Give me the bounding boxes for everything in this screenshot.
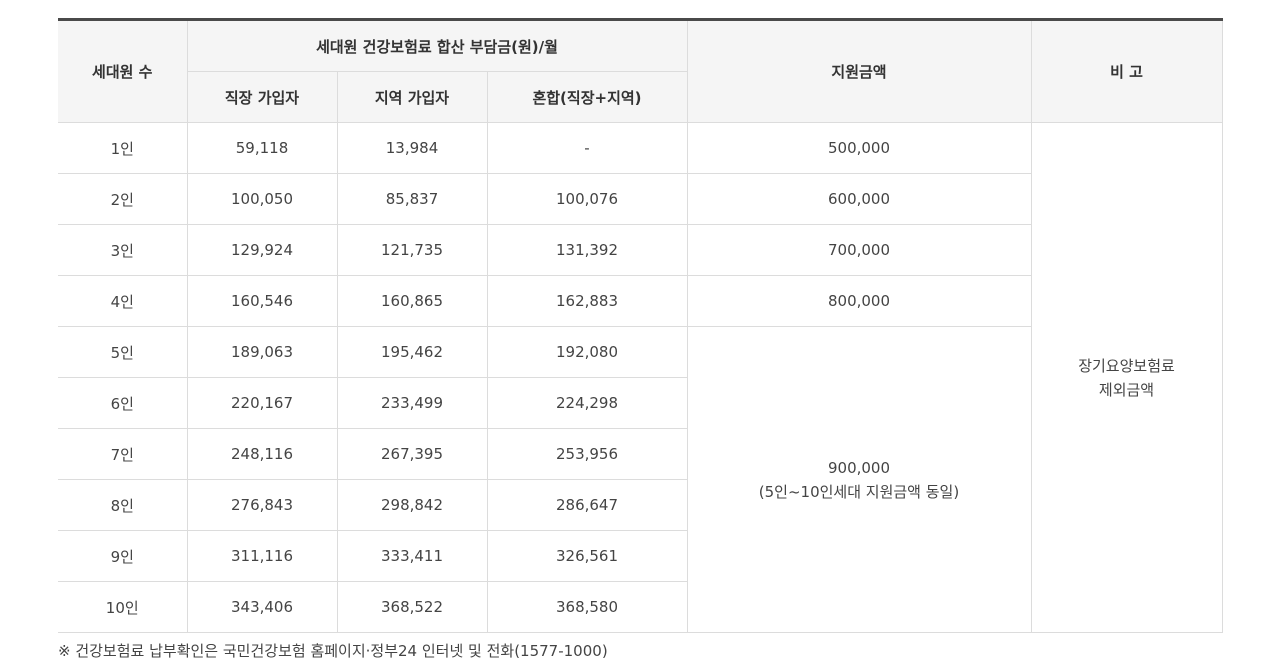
support-cell: 600,000 [686, 173, 1032, 225]
mixed-cell: 131,392 [486, 224, 688, 276]
regional-cell: 333,411 [336, 530, 488, 582]
household-cell: 1인 [58, 122, 188, 174]
household-cell: 7인 [58, 428, 188, 480]
household-cell: 5인 [58, 326, 188, 378]
table-row: 8인 276,843 298,842 286,647 [58, 479, 1222, 531]
table-row: 4인 160,546 160,865 162,883 800,000 [58, 275, 1222, 327]
household-cell: 9인 [58, 530, 188, 582]
mixed-cell: 100,076 [486, 173, 688, 225]
household-cell: 10인 [58, 581, 188, 633]
header-note: 비 고 [1030, 19, 1223, 123]
regional-cell: 160,865 [336, 275, 488, 327]
header-regional-subscriber: 지역 가입자 [336, 71, 488, 123]
regional-cell: 233,499 [336, 377, 488, 429]
support-merged-cell: 900,000 (5인~10인세대 지원금액 동일) [686, 326, 1032, 633]
support-cell: 800,000 [686, 275, 1032, 327]
support-table-container: 세대원 수 세대원 건강보험료 합산 부담금(원)/월 지원금액 비 고 직장 … [58, 18, 1223, 633]
mixed-cell: 368,580 [486, 581, 688, 633]
employee-cell: 343,406 [186, 581, 338, 633]
mixed-cell: 162,883 [486, 275, 688, 327]
employee-cell: 248,116 [186, 428, 338, 480]
header-support-amount: 지원금액 [686, 19, 1032, 123]
household-cell: 6인 [58, 377, 188, 429]
header-mixed-subscriber: 혼합(직장+지역) [486, 71, 688, 123]
employee-cell: 276,843 [186, 479, 338, 531]
regional-cell: 267,395 [336, 428, 488, 480]
mixed-cell: 192,080 [486, 326, 688, 378]
table-row: 2인 100,050 85,837 100,076 600,000 [58, 173, 1222, 225]
support-amount-table: 세대원 수 세대원 건강보험료 합산 부담금(원)/월 지원금액 비 고 직장 … [58, 18, 1223, 633]
support-merged-amount: 900,000 [827, 458, 891, 477]
mixed-cell: 224,298 [486, 377, 688, 429]
employee-cell: 160,546 [186, 275, 338, 327]
table-row: 6인 220,167 233,499 224,298 [58, 377, 1222, 429]
support-merged-desc: (5인~10인세대 지원금액 동일) [758, 482, 960, 501]
household-cell: 3인 [58, 224, 188, 276]
regional-cell: 121,735 [336, 224, 488, 276]
support-cell: 700,000 [686, 224, 1032, 276]
footnote: ※ 건강보험료 납부확인은 국민건강보험 홈페이지·정부24 인터넷 및 전화(… [58, 642, 608, 660]
household-cell: 8인 [58, 479, 188, 531]
header-employee-subscriber: 직장 가입자 [187, 71, 338, 123]
mixed-cell: - [486, 122, 688, 174]
note-line-2: 제외금액 [1098, 380, 1155, 399]
employee-cell: 311,116 [186, 530, 338, 582]
table-row: 3인 129,924 121,735 131,392 700,000 [58, 224, 1222, 276]
regional-cell: 85,837 [336, 173, 488, 225]
regional-cell: 298,842 [336, 479, 488, 531]
table-row: 5인 189,063 195,462 192,080 900,000 (5인~1… [58, 326, 1222, 633]
employee-cell: 100,050 [186, 173, 338, 225]
regional-cell: 13,984 [336, 122, 488, 174]
header-household-count: 세대원 수 [58, 19, 188, 123]
mixed-cell: 253,956 [486, 428, 688, 480]
employee-cell: 59,118 [186, 122, 338, 174]
table-row: 10인 343,406 368,522 368,580 [58, 581, 1222, 633]
employee-cell: 220,167 [186, 377, 338, 429]
household-cell: 4인 [58, 275, 188, 327]
household-cell: 2인 [58, 173, 188, 225]
header-premium-group: 세대원 건강보험료 합산 부담금(원)/월 [186, 19, 688, 72]
employee-cell: 189,063 [186, 326, 338, 378]
table-row: 7인 248,116 267,395 253,956 [58, 428, 1222, 480]
table-row: 1인 59,118 13,984 - 500,000 장기요양보험료 제외금액 [58, 122, 1223, 633]
note-line-1: 장기요양보험료 [1078, 356, 1175, 375]
support-cell: 500,000 [686, 122, 1032, 174]
employee-cell: 129,924 [186, 224, 338, 276]
regional-cell: 368,522 [336, 581, 488, 633]
mixed-cell: 286,647 [486, 479, 688, 531]
header-row-1: 세대원 수 세대원 건강보험료 합산 부담금(원)/월 지원금액 비 고 [58, 19, 1223, 123]
mixed-cell: 326,561 [486, 530, 688, 582]
note-cell: 장기요양보험료 제외금액 [1030, 122, 1223, 633]
regional-cell: 195,462 [336, 326, 488, 378]
